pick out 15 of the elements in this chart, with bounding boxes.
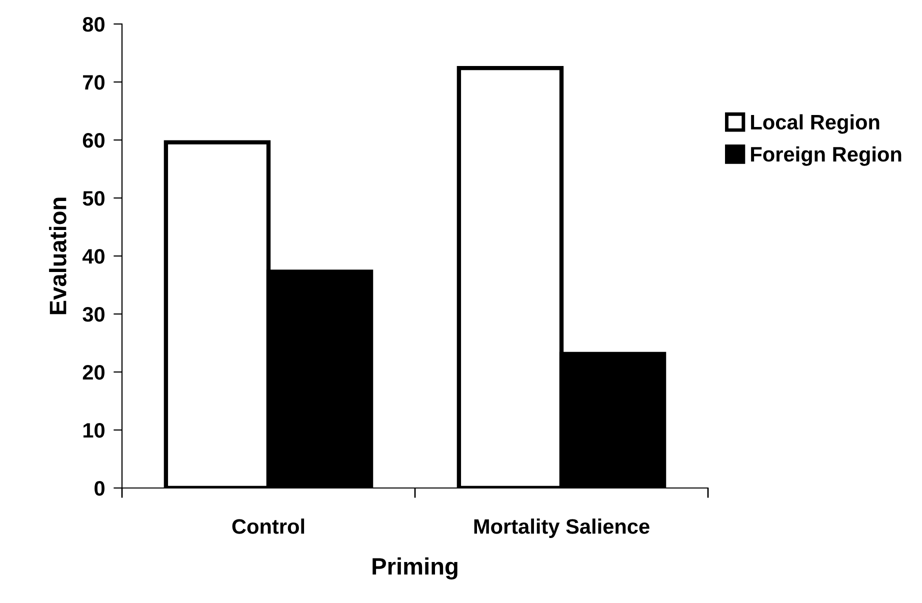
legend-label: Foreign Region [751,146,902,166]
y-tick-label: 10 [83,423,104,438]
y-tick-label: 80 [82,17,104,32]
y-tick-label: 30 [82,307,104,322]
x-axis-title: Priming [372,557,458,580]
x-tick-label: Mortality Salience [474,518,650,538]
y-tick-label: 20 [82,365,104,380]
y-tick-label: 50 [82,191,104,206]
y-axis-title: Evaluation [49,198,66,314]
legend-label: Local Region [751,114,880,134]
y-tick-label: 70 [83,75,104,90]
y-tick-label: 0 [94,481,104,496]
x-tick-label: Control [232,518,304,534]
y-tick-label: 40 [82,249,104,264]
y-tick-label: 60 [82,133,104,148]
